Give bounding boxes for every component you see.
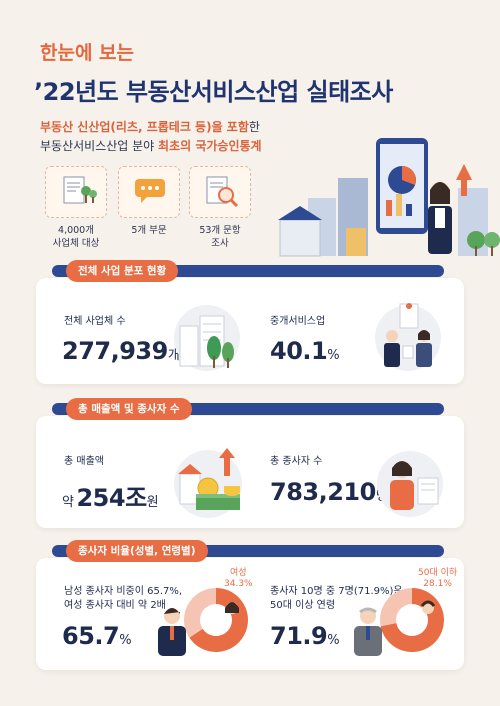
total-workers-label: 총 종사자 수 [270,456,323,467]
note-line: 50대 이하 [418,568,458,578]
gender-donut-chart [158,588,248,656]
older-man-avatar [360,608,376,624]
intro-line-2: 부동산서비스산업 분야 최초의 국가승인통계 [40,137,262,154]
female-share-note: 여성 34.3% [224,568,253,590]
brokers-illustration [375,303,441,371]
young-man-avatar [422,602,434,614]
magnifier-document-icon [206,176,239,208]
under50-share-note: 50대 이하 28.1% [418,568,457,590]
total-businesses-label: 전체 사업체 수 [64,316,126,327]
donut-hole [396,604,428,636]
section-title-ratio: 종사자 비율(성별, 연령별) [66,540,208,562]
stat-unit: % [327,633,340,648]
meta-box-businesses [45,166,107,218]
gender-desc-line-1: 남성 종사자 비중이 65.7%, [64,586,183,597]
total-sales-label: 총 매출액 [64,456,104,467]
stat-prefix: 약 [62,495,74,510]
meta-label-businesses: 4,000개 사업체 대상 [36,224,116,250]
meta-box-questions [189,166,251,218]
document-chart-icon [63,176,97,204]
stat-unit: 개 [167,348,180,363]
stat-number: 277,939 [62,337,168,365]
meta-label-line: 조사 [211,238,229,249]
total-businesses-value: 277,939개 [62,337,180,365]
stat-unit: % [327,348,340,363]
meta-label-line: 5개 부문 [131,225,167,236]
gender-desc-line-2: 여성 종사자 대비 약 2배 [64,600,166,611]
intro-line-1: 부동산 신산업(리츠, 프롭테크 등)을 포함한 [40,118,260,135]
section-title-sales: 총 매출액 및 종사자 수 [66,398,192,420]
stat-unit: % [119,633,132,648]
coins-illustration [174,448,242,518]
meta-label-questions: 53개 문항 조사 [180,224,260,250]
intro-rest: 한 [248,120,260,134]
brokerage-label: 중개서비스업 [270,316,326,327]
total-workers-value: 783,210명 [270,478,388,506]
stat-number: 40.1 [270,337,328,365]
worker-illustration [377,451,443,517]
over50-share-value: 71.9% [270,622,340,650]
stat-number: 65.7 [62,622,120,650]
intro-highlight-2: 최초의 국가승인통계 [158,139,262,153]
brokerage-value: 40.1% [270,337,340,365]
note-line: 34.3% [224,579,253,589]
header-subtitle: 한눈에 보는 [40,42,135,64]
meta-label-line: 53개 문항 [199,225,241,236]
section-title-distribution: 전체 사업 분포 현황 [66,260,179,282]
stat-number: 71.9 [270,622,328,650]
total-sales-value: 약 254조원 [62,478,159,513]
age-desc-line-2: 50대 이상 연령 [270,600,336,611]
note-line: 여성 [230,568,247,578]
buildings-illustration [174,305,240,371]
stat-number: 254조 [76,484,147,512]
meta-label-line: 사업체 대상 [52,238,100,249]
age-donut-chart [354,588,444,656]
donut-hole [200,604,232,636]
city-hero-illustration [278,138,500,257]
stat-unit: 원 [146,495,159,510]
age-desc-line-1: 종사자 10명 중 7명(71.9%)은 [270,586,403,597]
meta-label-line: 4,000개 [58,225,94,236]
note-line: 28.1% [423,579,452,589]
meta-box-sectors [118,166,180,218]
meta-label-sectors: 5개 부문 [109,224,189,237]
intro-highlight: 부동산 신산업(리츠, 프롭테크 등)을 포함 [40,120,249,134]
intro-plain: 부동산서비스산업 분야 [40,139,159,153]
speech-bubble-icon [135,179,165,203]
male-share-value: 65.7% [62,622,132,650]
stat-number: 783,210 [270,478,376,506]
page-title: ’22년도 부동산서비스산업 실태조사 [34,78,393,106]
